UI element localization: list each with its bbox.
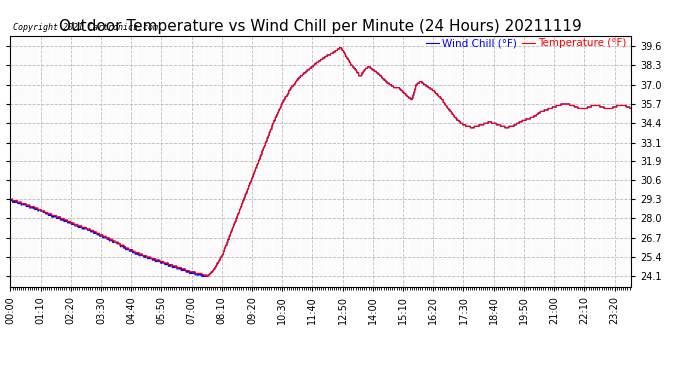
Temperature (°F) bbox=[418, 81, 426, 86]
Wind Chill (°F) bbox=[500, 124, 508, 129]
Wind Chill (°F) bbox=[627, 106, 635, 111]
Temperature (°F) bbox=[214, 260, 222, 264]
Temperature (°F) bbox=[627, 106, 635, 111]
Temperature (°F) bbox=[129, 249, 137, 254]
Wind Chill (°F) bbox=[554, 103, 562, 108]
Wind Chill (°F) bbox=[144, 255, 152, 260]
Line: Temperature (°F): Temperature (°F) bbox=[10, 48, 631, 276]
Temperature (°F) bbox=[202, 274, 210, 279]
Wind Chill (°F) bbox=[418, 81, 426, 86]
Temperature (°F) bbox=[144, 255, 152, 260]
Legend: Wind Chill (°F), Temperature (°F): Wind Chill (°F), Temperature (°F) bbox=[422, 34, 630, 53]
Text: Copyright 2021 Cartronics.com: Copyright 2021 Cartronics.com bbox=[14, 23, 159, 32]
Temperature (°F) bbox=[6, 197, 14, 201]
Wind Chill (°F) bbox=[214, 260, 222, 264]
Line: Wind Chill (°F): Wind Chill (°F) bbox=[10, 48, 631, 276]
Temperature (°F) bbox=[335, 45, 344, 50]
Wind Chill (°F) bbox=[335, 45, 344, 50]
Wind Chill (°F) bbox=[6, 197, 14, 201]
Wind Chill (°F) bbox=[129, 251, 137, 255]
Temperature (°F) bbox=[500, 124, 508, 129]
Wind Chill (°F) bbox=[198, 274, 206, 279]
Title: Outdoor Temperature vs Wind Chill per Minute (24 Hours) 20211119: Outdoor Temperature vs Wind Chill per Mi… bbox=[59, 20, 582, 34]
Temperature (°F) bbox=[554, 103, 562, 108]
